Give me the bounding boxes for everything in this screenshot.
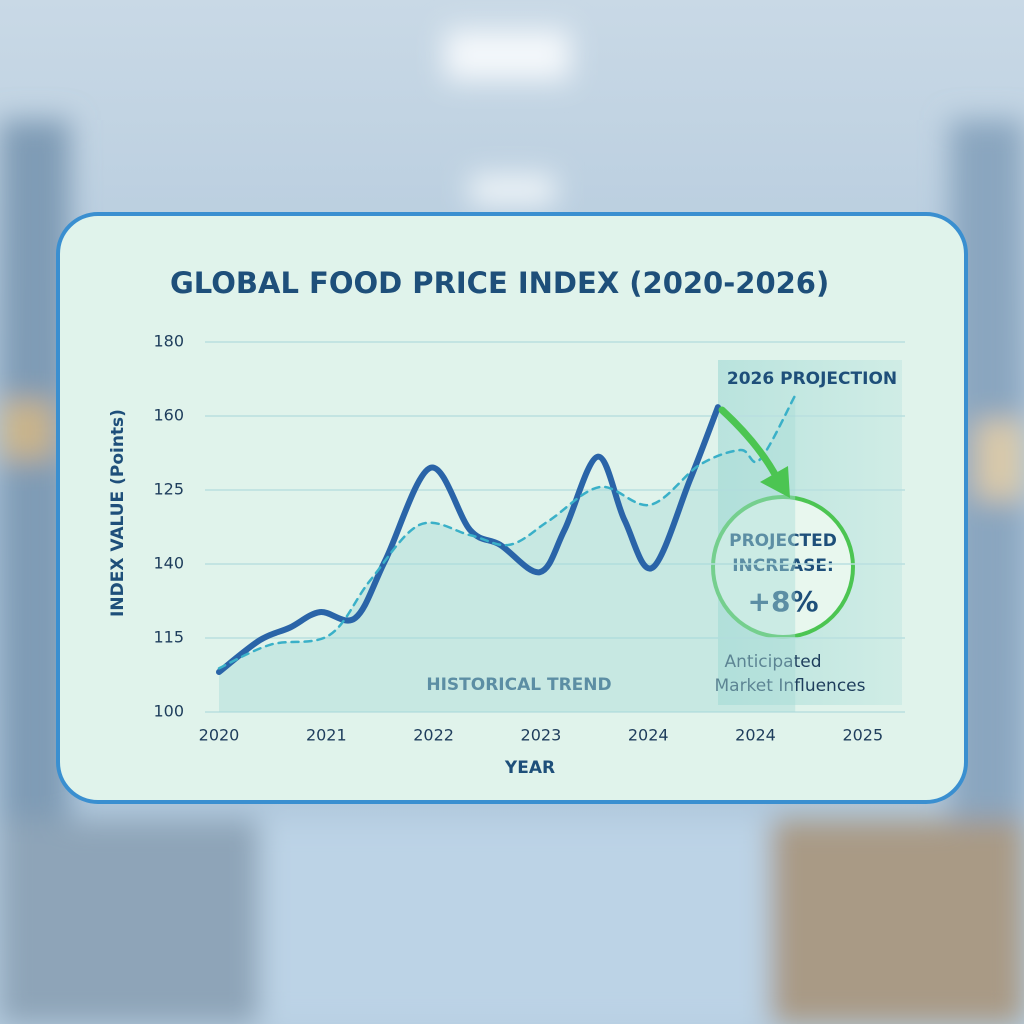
plot: 100 115 140 125 160 180 2020 2021 2022 2023 2024 20…: [153, 332, 905, 745]
x-tick-label: 2021: [306, 726, 347, 745]
arrow-head: [760, 466, 790, 498]
chart-title: GLOBAL FOOD PRICE INDEX (2020-2026): [170, 266, 829, 300]
y-tick-label: 125: [153, 480, 184, 499]
influence-line: Market Influences: [714, 676, 865, 696]
y-tick-label: 100: [153, 702, 184, 721]
influence-line: Anticipated: [725, 652, 822, 672]
y-tick-label: 160: [153, 406, 184, 425]
projection-label: 2026 PROJECTION: [727, 369, 897, 389]
x-tick-label: 2025: [842, 726, 883, 745]
x-axis-label: YEAR: [504, 758, 555, 778]
y-tick-label: 115: [153, 628, 184, 647]
badge-line: PROJECTED: [729, 531, 837, 551]
badge-value: +8%: [748, 585, 819, 618]
x-tick-label: 2023: [521, 726, 562, 745]
x-tick-label: 2024: [628, 726, 669, 745]
x-tick-label: 2024: [735, 726, 776, 745]
trend-line: [217, 394, 797, 670]
historical-label: HISTORICAL TREND: [426, 675, 611, 695]
increase-badge: [711, 495, 855, 639]
projection-arrow: [718, 406, 782, 484]
y-tick-label: 180: [153, 332, 184, 351]
badge-line: INCREASE:: [732, 556, 834, 576]
y-tick-label: 140: [153, 554, 184, 573]
x-tick-label: 2022: [413, 726, 454, 745]
x-tick-label: 2020: [199, 726, 240, 745]
y-axis-label: INDEX VALUE (Points): [108, 409, 128, 617]
